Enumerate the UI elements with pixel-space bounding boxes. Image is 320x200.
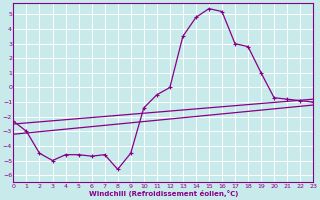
X-axis label: Windchill (Refroidissement éolien,°C): Windchill (Refroidissement éolien,°C) [89, 190, 238, 197]
